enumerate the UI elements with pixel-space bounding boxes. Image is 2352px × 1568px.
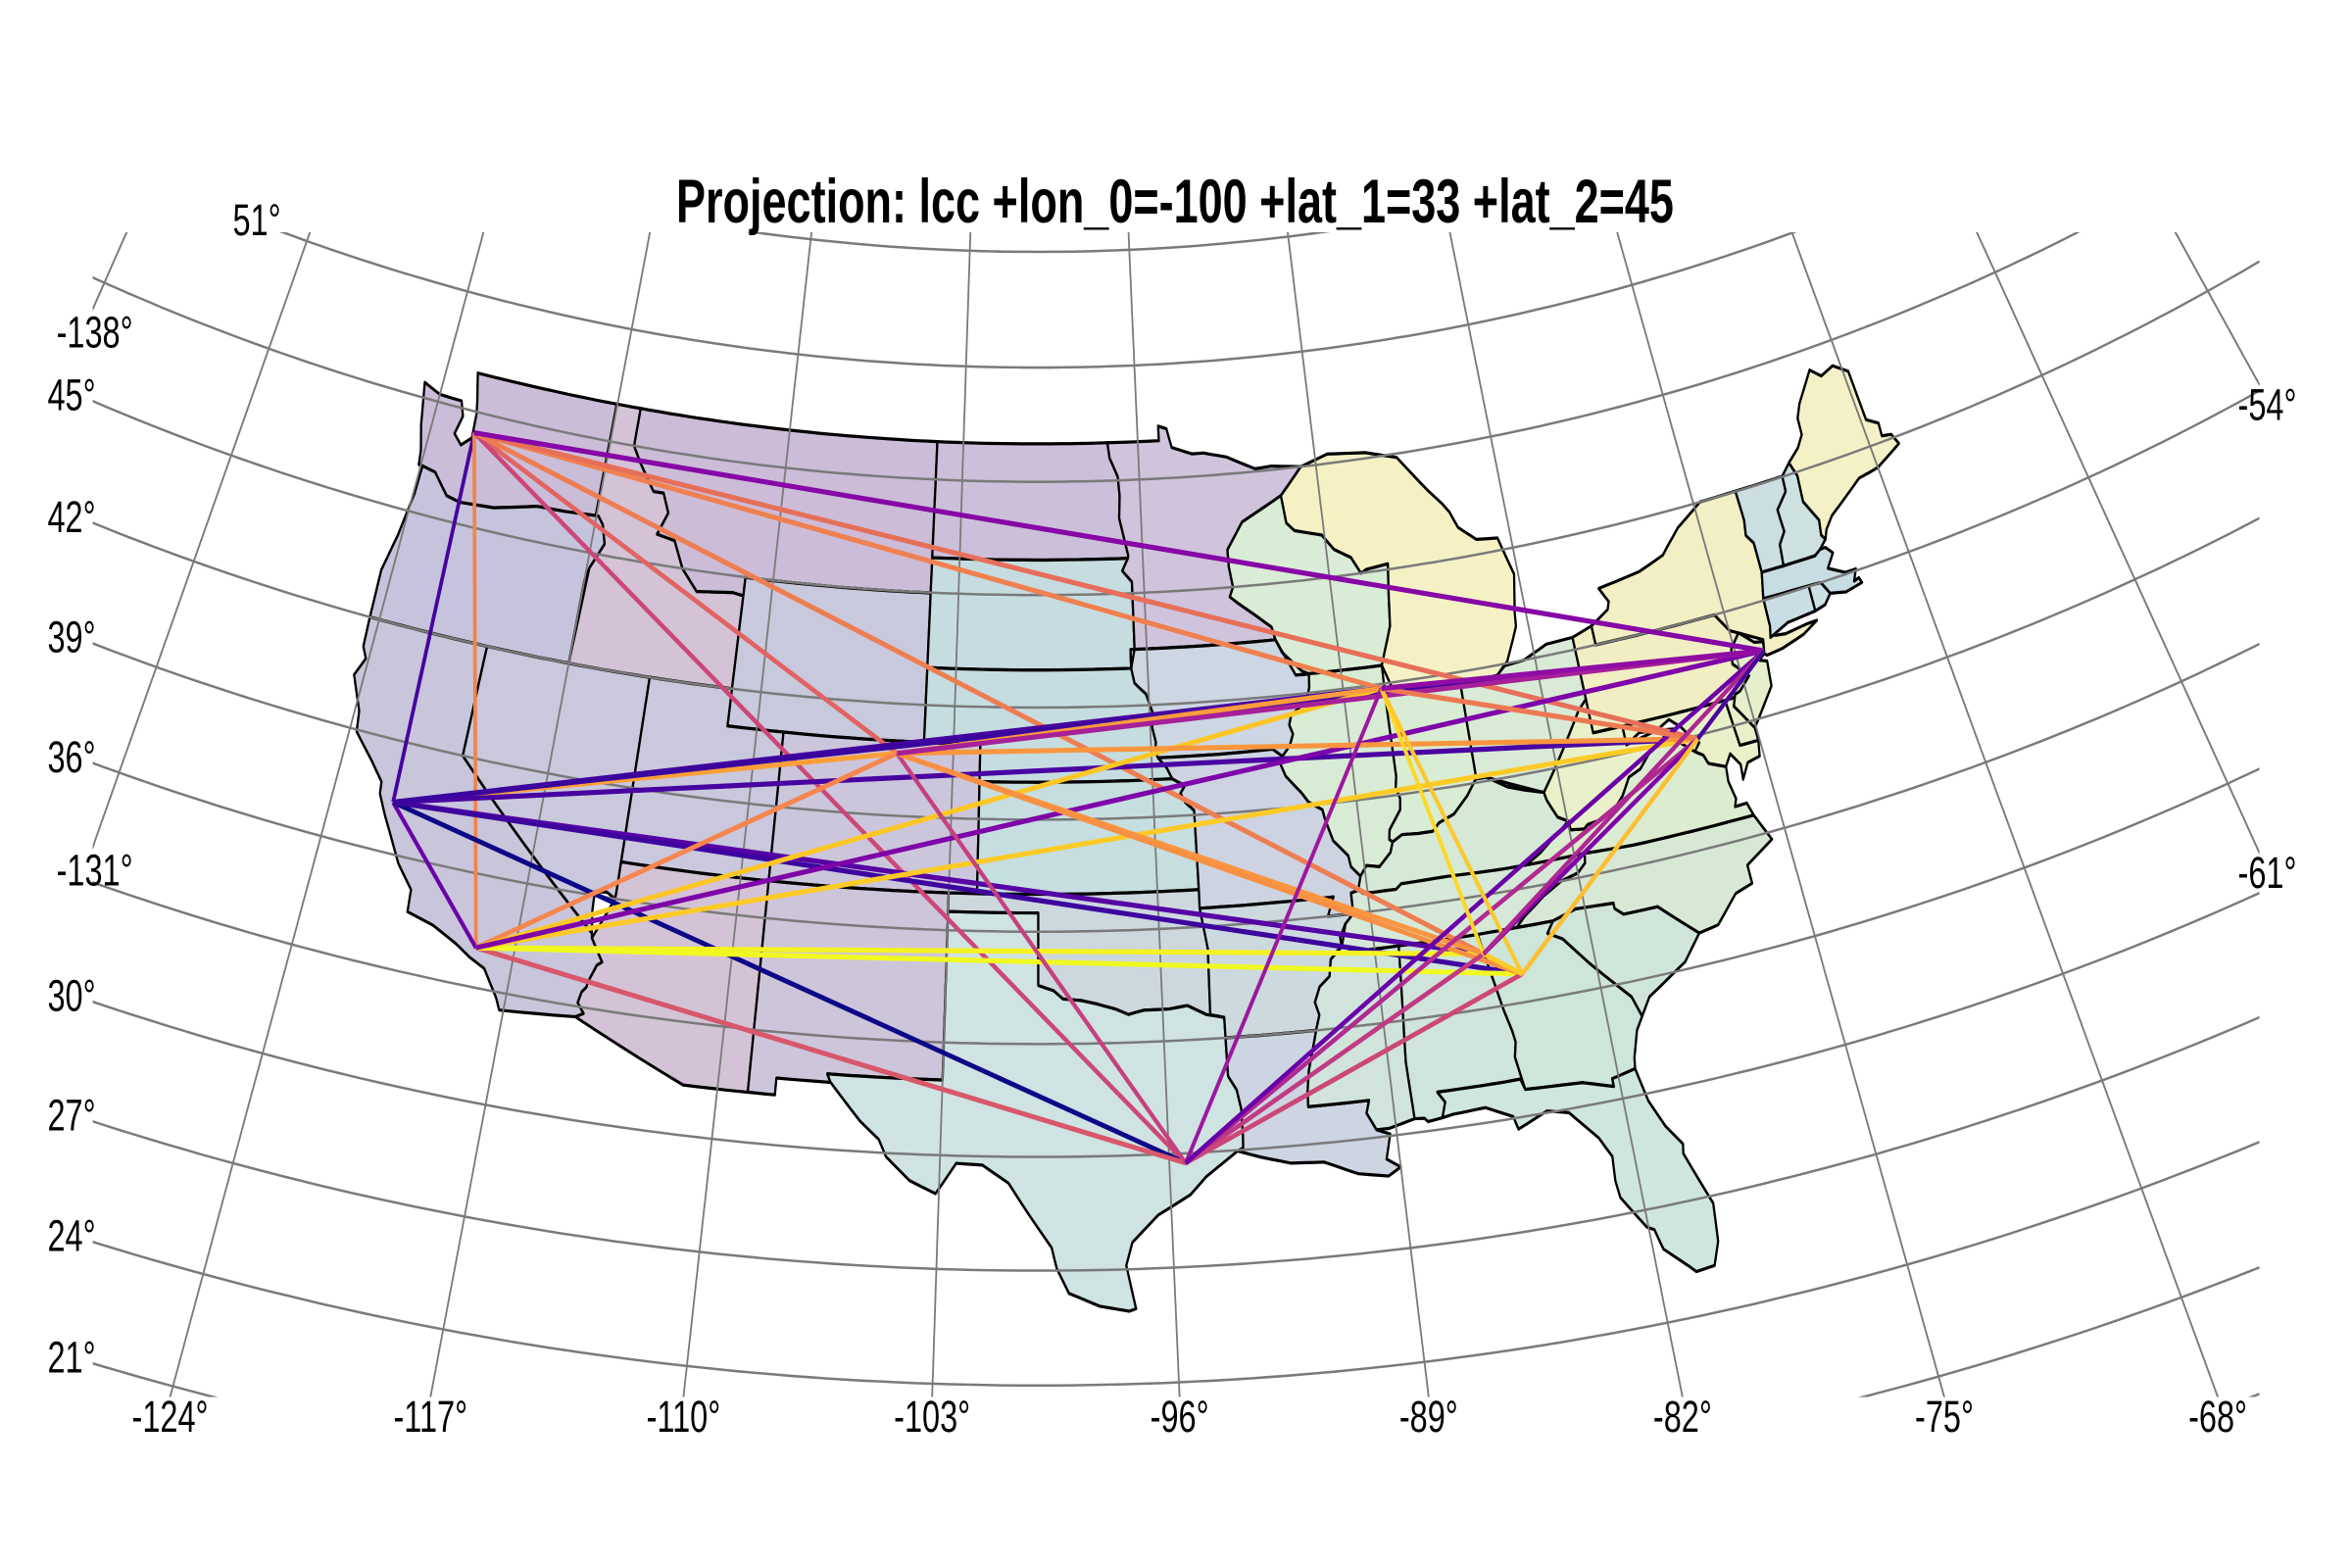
edge-Chicago-Washington xyxy=(1381,685,1698,742)
plot-title: Projection: lcc +lon_0=-100 +lat_1=33 +l… xyxy=(676,166,1674,235)
grid-label-lat-27: 27° xyxy=(47,1091,95,1141)
edge-Denver-Atlanta xyxy=(896,751,1523,977)
grid-label-lat-51: 51° xyxy=(232,196,280,246)
edge-LosAngeles-Houston xyxy=(475,945,1187,1166)
meridian--138 xyxy=(92,232,128,312)
grid-label-lat-21: 21° xyxy=(47,1333,95,1383)
parallel-45 xyxy=(92,260,2260,597)
grid-label-lon--96: -96° xyxy=(1151,1392,1209,1442)
parallel-39 xyxy=(92,516,2260,821)
grid-label-lon--68: -68° xyxy=(2188,1392,2247,1442)
edge-Denver-NewYork xyxy=(897,648,1764,757)
state-FL xyxy=(1436,1066,1720,1274)
edge-Seattle-Denver xyxy=(473,430,899,757)
meridian--54 xyxy=(2174,232,2260,387)
grid-label-lat-30: 30° xyxy=(47,971,95,1021)
edge-LosAngeles-Chicago xyxy=(475,685,1382,951)
edge-LosAngeles-Atlanta xyxy=(475,945,1523,977)
grid-label-lat-42: 42° xyxy=(47,493,95,543)
edge-Houston-Chicago xyxy=(1184,687,1384,1165)
edge-Seattle-SanJose xyxy=(391,431,476,804)
edge-Denver-Houston xyxy=(895,751,1188,1165)
grid-label-lon--82: -82° xyxy=(1653,1392,1712,1442)
parallel-48 xyxy=(92,232,2081,483)
grid-label-lat-39: 39° xyxy=(47,612,95,662)
edge-LosAngeles-Washington xyxy=(475,736,1698,951)
edge-SanJose-Atlanta xyxy=(392,800,1523,977)
edge-Chicago-Atlanta xyxy=(1379,687,1524,976)
grid-label-lon--138: -138° xyxy=(57,308,133,358)
grid-label-lon--54: -54° xyxy=(2238,380,2297,430)
edge-Seattle-Washington xyxy=(473,430,1698,742)
grid-label-lon--131: -131° xyxy=(57,846,133,896)
state-TX xyxy=(826,909,1245,1313)
edge-Chicago-Chattanooga xyxy=(1379,687,1486,956)
edge-LosAngeles-Chattanooga xyxy=(475,945,1484,957)
grid-label-lat-45: 45° xyxy=(47,370,95,420)
edge-Denver-Washington xyxy=(897,736,1698,757)
edge-Seattle-LosAngeles xyxy=(472,432,478,949)
grid-label-lon--89: -89° xyxy=(1399,1392,1458,1442)
edge-Houston-Washington xyxy=(1184,736,1699,1166)
parallel-51 xyxy=(279,232,1797,369)
grid-label-lon--117: -117° xyxy=(393,1392,467,1442)
parallel-30 xyxy=(92,891,2260,1158)
flight-network xyxy=(391,429,1766,1166)
edge-Houston-Atlanta xyxy=(1185,971,1523,1166)
grid-label-lat-36: 36° xyxy=(47,733,95,783)
meridian--47 xyxy=(2114,0,2352,1150)
parallel-36 xyxy=(92,642,2260,933)
parallel-42 xyxy=(92,389,2260,710)
edge-Seattle-Chicago xyxy=(473,430,1382,692)
edge-SanJose-Houston xyxy=(392,800,1187,1166)
edge-Houston-Chattanooga xyxy=(1185,952,1485,1166)
edge-SanJose-LosAngeles xyxy=(391,800,478,950)
grid-label-lon--124: -124° xyxy=(132,1392,209,1442)
edge-LosAngeles-NewYork xyxy=(475,648,1765,951)
grid-label-lon--110: -110° xyxy=(647,1392,721,1442)
grid-label-lon--75: -75° xyxy=(1915,1392,1974,1442)
edge-Seattle-Atlanta xyxy=(473,430,1523,977)
edge-Chattanooga-Atlanta xyxy=(1483,951,1523,977)
parallel-27 xyxy=(92,1015,2260,1272)
edge-SanJose-Washington xyxy=(393,736,1698,806)
parallel-24 xyxy=(92,1140,2260,1387)
edge-Seattle-Houston xyxy=(472,430,1187,1165)
grid-label-lon--103: -103° xyxy=(894,1392,970,1442)
grid-label-lat-24: 24° xyxy=(47,1211,95,1261)
edge-Washington-NewYork xyxy=(1696,649,1766,741)
state-ME xyxy=(1788,364,1900,541)
grid-label-lon--61: -61° xyxy=(2238,849,2297,899)
edge-LosAngeles-Denver xyxy=(475,751,898,951)
parallel-33 xyxy=(92,767,2260,1046)
state-AZ xyxy=(573,859,770,1095)
edge-Chattanooga-NewYork xyxy=(1482,648,1765,956)
edge-Chicago-NewYork xyxy=(1381,648,1764,692)
parallel-54 xyxy=(746,232,1331,254)
edge-Seattle-NewYork xyxy=(473,429,1765,654)
